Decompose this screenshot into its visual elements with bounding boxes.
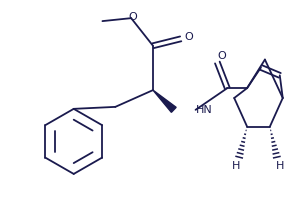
- Text: O: O: [217, 51, 226, 61]
- Text: HN: HN: [196, 105, 212, 115]
- Text: O: O: [184, 32, 193, 42]
- Polygon shape: [153, 90, 176, 112]
- Text: H: H: [276, 161, 284, 171]
- Text: H: H: [232, 161, 240, 171]
- Text: O: O: [129, 12, 138, 22]
